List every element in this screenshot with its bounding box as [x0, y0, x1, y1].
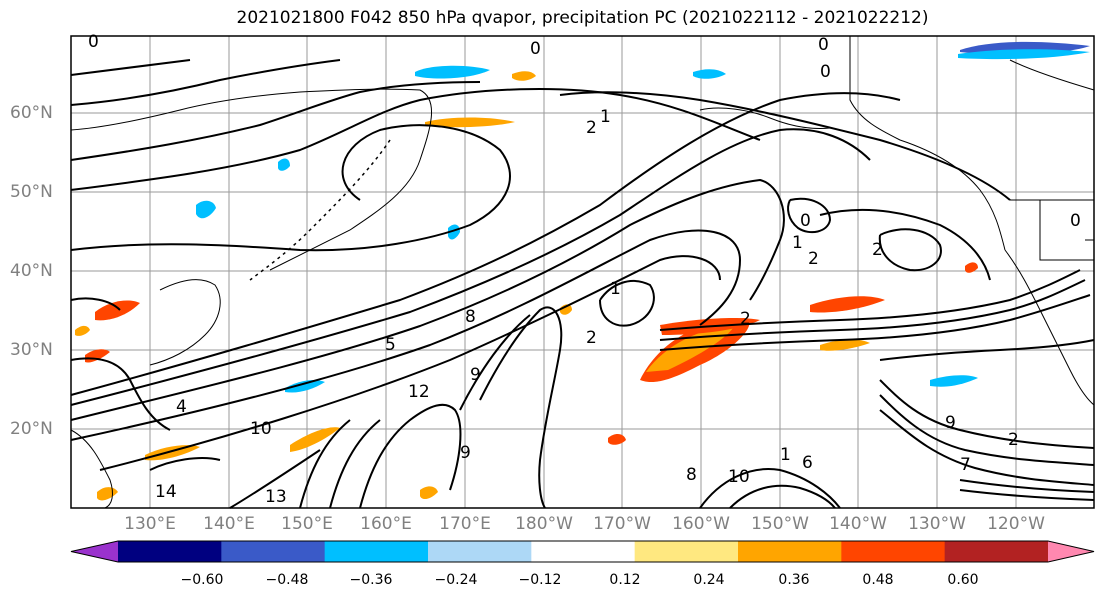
colorbar-segment: [118, 541, 222, 562]
colorbar-extend-max: [1048, 541, 1094, 562]
contour-label: 10: [728, 467, 750, 487]
lat-label: 20°N: [10, 419, 53, 439]
contour-label: 4: [176, 397, 187, 417]
contour-label-group: 0 0 0 0 1 2 0 1 2 1 2 2 5 8 9 10 12 13 1…: [88, 32, 1081, 507]
colorbar-tick-label: −0.60: [180, 572, 224, 588]
contour-label: 9: [470, 365, 481, 385]
lon-label: 150°E: [281, 514, 333, 534]
contour-label: 1: [780, 445, 791, 465]
colorbar-tick-label: 0.36: [778, 572, 810, 588]
lon-label: 170°E: [439, 514, 491, 534]
contour-label: 8: [686, 465, 697, 485]
colorbar-tick-label: −0.24: [434, 572, 478, 588]
contour-label: 14: [155, 482, 177, 502]
contour-label: 8: [465, 307, 476, 327]
colorbar-segment: [944, 541, 1049, 562]
contour-label: 0: [530, 39, 541, 59]
contour-label: 2: [586, 118, 597, 138]
contour-label: 1: [610, 279, 621, 299]
contour-label: 6: [802, 453, 813, 473]
lon-label: 120°W: [987, 514, 1045, 534]
lon-label: 130°E: [124, 514, 176, 534]
contour-label: 0: [820, 62, 831, 82]
lon-label: 180°W: [515, 514, 573, 534]
lon-label: 140°W: [829, 514, 887, 534]
map-frame: [70, 35, 1095, 509]
colorbar: [70, 540, 1095, 563]
colorbar-segment: [841, 541, 946, 562]
contour-label: 2: [740, 309, 751, 329]
lat-label: 30°N: [10, 340, 53, 360]
contour-label: 7: [960, 455, 971, 475]
colorbar-extend-min: [71, 541, 118, 562]
colorbar-segment: [634, 541, 739, 562]
coastlines: [70, 36, 1095, 509]
graticule: [71, 36, 1094, 508]
lon-label: 150°W: [751, 514, 809, 534]
colorbar-tick-label: 0.48: [862, 572, 894, 588]
lat-label: 60°N: [10, 103, 53, 123]
lon-label: 170°W: [593, 514, 651, 534]
contour-label: 0: [818, 35, 829, 55]
qvapor-contours: [70, 59, 1095, 509]
contour-label: 10: [250, 419, 272, 439]
colorbar-segment: [221, 541, 326, 562]
lon-label: 160°W: [672, 514, 730, 534]
contour-label: 2: [586, 328, 597, 348]
contour-label: 1: [792, 233, 803, 253]
colorbar-tick-label: 0.60: [947, 572, 979, 588]
contour-label: 2: [1008, 430, 1019, 450]
contour-label: 5: [385, 335, 396, 355]
colorbar-tick-label: −0.12: [518, 572, 562, 588]
colorbar-segment: [738, 541, 842, 562]
contour-label: 2: [872, 240, 883, 260]
colorbar-outline: [70, 540, 1095, 563]
colorbar-segment: [324, 541, 429, 562]
colorbar-segment: [531, 541, 636, 562]
colorbar-segment: [428, 541, 532, 562]
contour-label: 13: [265, 487, 287, 507]
contour-label: 12: [408, 382, 430, 402]
contour-label: 0: [88, 32, 99, 52]
map-title: 2021021800 F042 850 hPa qvapor, precipit…: [236, 8, 929, 28]
dateline: [249, 139, 391, 281]
contour-label: 0: [1070, 211, 1081, 231]
colorbar-tick-label: −0.36: [349, 572, 393, 588]
lon-label: 130°W: [908, 514, 966, 534]
contour-label: 9: [945, 413, 956, 433]
lat-label: 40°N: [10, 261, 53, 281]
colorbar-tick-label: 0.12: [609, 572, 641, 588]
contour-label: 9: [460, 443, 471, 463]
colorbar-tick-label: −0.48: [265, 572, 309, 588]
lon-label: 160°E: [360, 514, 412, 534]
colorbar-tick-label: 0.24: [693, 572, 725, 588]
lon-label: 140°E: [203, 514, 255, 534]
lat-label: 50°N: [10, 182, 53, 202]
contour-label: 2: [808, 249, 819, 269]
contour-label: 0: [800, 211, 811, 231]
contour-label: 1: [600, 107, 611, 127]
